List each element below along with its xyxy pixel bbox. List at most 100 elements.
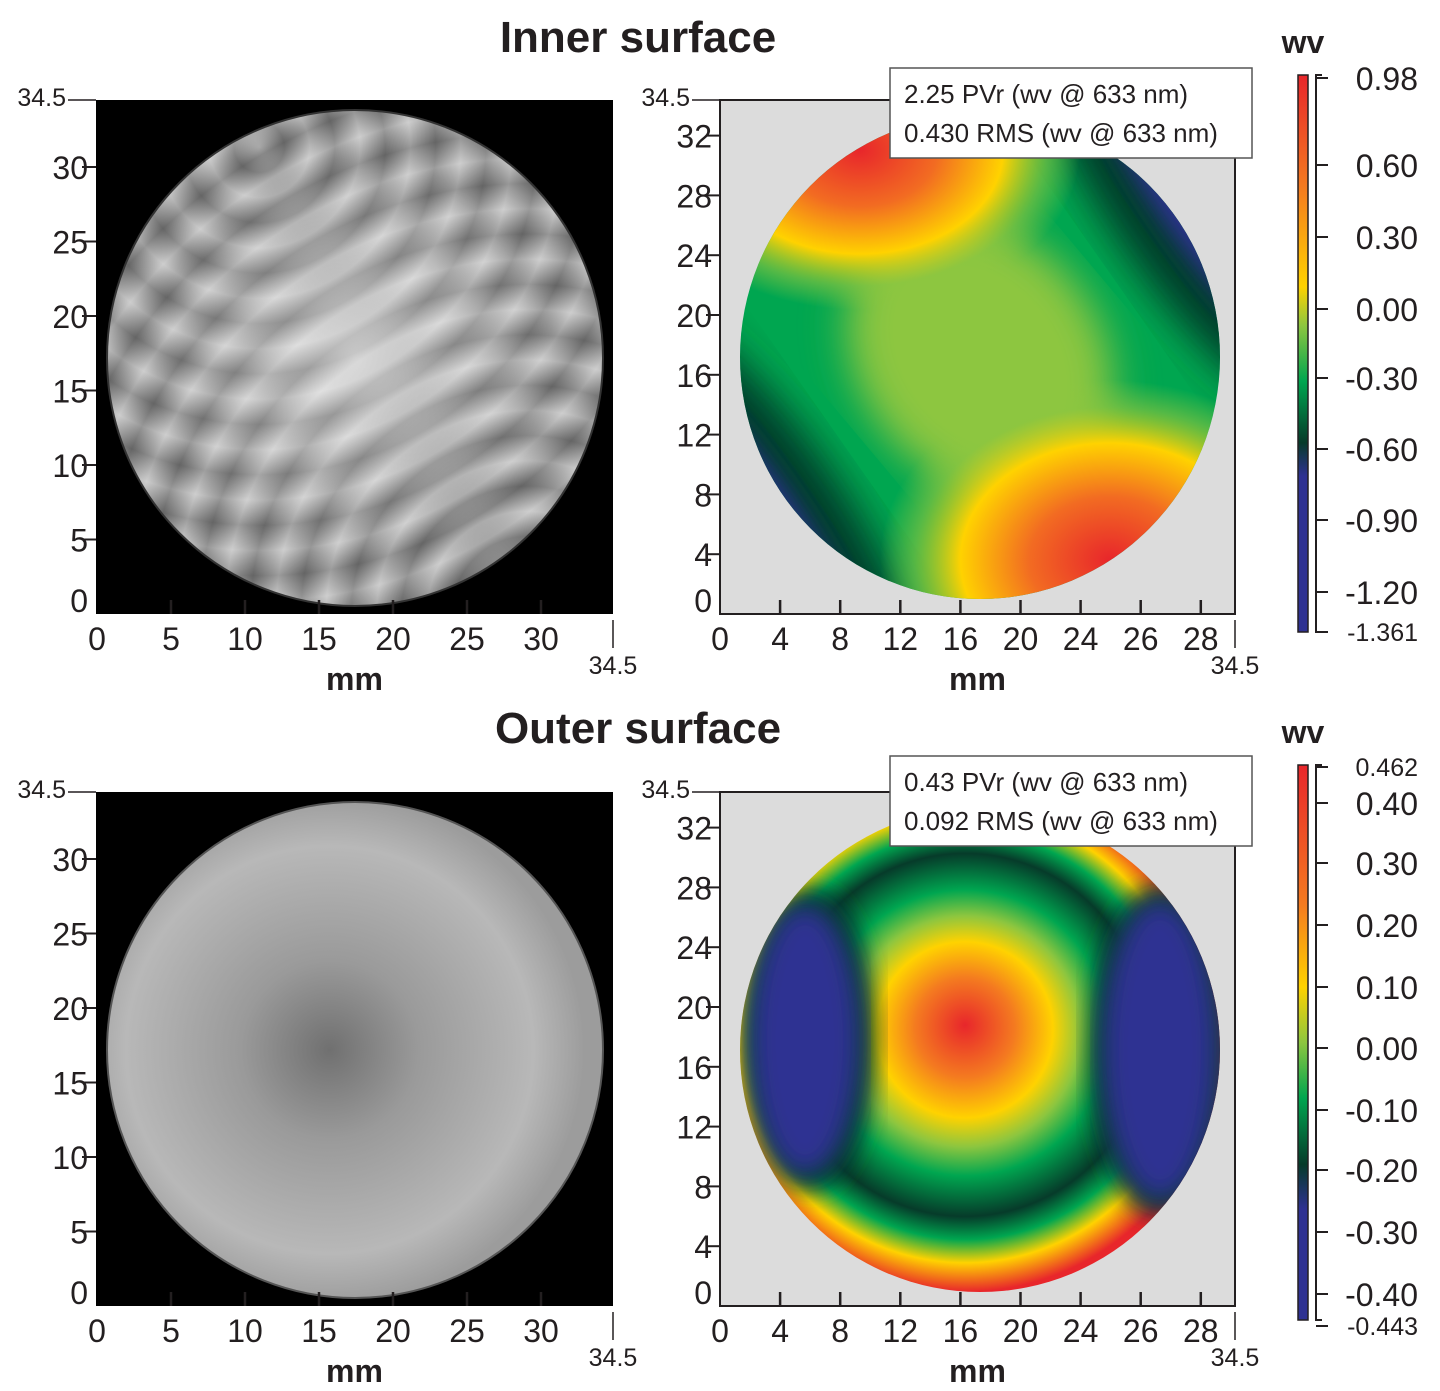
colorbar-tick-label: -1.20 (1345, 575, 1418, 611)
y-tick-label: 28 (676, 870, 712, 906)
x-tick-label: 0 (88, 621, 106, 657)
x-tick-label: 25 (449, 1313, 485, 1349)
x-tick-label: 20 (375, 621, 411, 657)
x-tick-label: 10 (227, 1313, 263, 1349)
y-tick-label: 10 (52, 448, 88, 484)
x-tick-label: 10 (227, 621, 263, 657)
colorbar-tick-label: 0.00 (1356, 1031, 1418, 1067)
colorbar-tick-label: 0.00 (1356, 292, 1418, 328)
y-end-label: 34.5 (641, 776, 690, 804)
y-tick-label: 4 (694, 537, 712, 573)
y-tick-label: 25 (52, 225, 88, 261)
y-tick-label: 0 (694, 1275, 712, 1311)
colorbar-tick-label: 0.20 (1356, 908, 1418, 944)
x-end-label: 34.5 (589, 652, 638, 680)
y-tick-label: 24 (676, 238, 712, 274)
y-tick-label: 25 (52, 917, 88, 953)
stats-box (889, 755, 1253, 847)
colorbar-tick-label: -0.30 (1345, 1215, 1418, 1251)
colorbar-tick-label: -0.90 (1345, 503, 1418, 539)
x-tick-label: 24 (1063, 621, 1099, 657)
y-end-label: 34.5 (641, 84, 690, 112)
x-axis-label: mm (326, 661, 383, 697)
pv-annotation: 0.43 PVr (wv @ 633 nm) (904, 767, 1188, 797)
x-tick-label: 20 (375, 1313, 411, 1349)
y-tick-label: 16 (676, 358, 712, 394)
x-tick-label: 28 (1183, 621, 1219, 657)
outer-surface-map (740, 808, 1220, 1292)
outer-interferogram-panel (96, 792, 613, 1306)
x-tick-label: 20 (1003, 1313, 1039, 1349)
x-axis-label: mm (326, 1353, 383, 1389)
y-tick-label: 20 (52, 299, 88, 335)
x-tick-label: 0 (88, 1313, 106, 1349)
colorbar-axis (1315, 74, 1322, 633)
colorbar-label: wv (1281, 24, 1325, 60)
rms-annotation: 0.092 RMS (wv @ 633 nm) (904, 806, 1218, 836)
y-end-label: 34.5 (17, 84, 66, 112)
y-tick-label: 16 (676, 1050, 712, 1086)
y-tick-label: 8 (694, 1169, 712, 1205)
x-tick-label: 25 (449, 621, 485, 657)
x-tick-label: 20 (1003, 621, 1039, 657)
y-tick-label: 0 (70, 583, 88, 619)
colorbar-tick-label: 0.98 (1356, 61, 1418, 97)
colorbar-tick-label: 0.40 (1356, 786, 1418, 822)
inner-interferogram-image (107, 110, 603, 606)
axes-panel-2: 0 5 10 15 20 25 30 34.5 0 5 10 15 20 25 30 34.5 mm (17, 776, 637, 1389)
colorbar-tick-label: -1.361 (1347, 619, 1418, 647)
rms-annotation: 0.430 RMS (wv @ 633 nm) (904, 118, 1218, 148)
x-tick-label: 30 (523, 1313, 559, 1349)
x-tick-label: 5 (162, 1313, 180, 1349)
outer-surface-map-panel: 0.43 PVr (wv @ 633 nm) 0.092 RMS (wv @ 6… (719, 755, 1253, 1307)
colorbar-tick-label: 0.10 (1356, 970, 1418, 1006)
y-tick-label: 5 (70, 523, 88, 559)
x-tick-label: 12 (883, 621, 919, 657)
x-tick-label: 16 (943, 621, 979, 657)
x-tick-label: 30 (523, 621, 559, 657)
x-tick-label: 0 (711, 621, 729, 657)
colorbar-tick-label: -0.30 (1345, 361, 1418, 397)
colorbar: wv 0.462 0.40 0.30 0.20 0.10 0.00 -0.10 -0.20 -0.… (1281, 714, 1418, 1341)
y-tick-label: 8 (694, 477, 712, 513)
colorbar-tick-label: 0.30 (1356, 220, 1418, 256)
y-tick-label: 24 (676, 930, 712, 966)
y-tick-label: 5 (70, 1215, 88, 1251)
y-tick-label: 20 (676, 298, 712, 334)
colorbar-tick-label: 0.30 (1356, 846, 1418, 882)
x-tick-label: 28 (1183, 1313, 1219, 1349)
colorbar-tick-label: -0.40 (1345, 1277, 1418, 1313)
y-tick-label: 15 (52, 1066, 88, 1102)
y-end-label: 34.5 (17, 776, 66, 804)
pv-annotation: 2.25 PVr (wv @ 633 nm) (904, 79, 1188, 109)
colorbar-tick-label: -0.443 (1347, 1313, 1418, 1341)
colorbar-tick-label: 0.60 (1356, 148, 1418, 184)
colorbar-tick-label: -0.10 (1345, 1093, 1418, 1129)
y-tick-label: 28 (676, 178, 712, 214)
axes-panel-0: 0 5 10 15 20 25 30 34.5 0 5 10 15 20 25 30 34.5 mm (17, 84, 637, 697)
x-tick-label: 12 (883, 1313, 919, 1349)
colorbar: wv 0.98 0.60 0.30 0.00 -0.30 -0.60 -0.90 -1.20 -1… (1281, 24, 1418, 647)
colorbar-axis (1315, 764, 1322, 1321)
y-tick-label: 0 (70, 1275, 88, 1311)
x-tick-label: 26 (1123, 621, 1159, 657)
outer-interferogram-image (107, 802, 603, 1298)
x-tick-label: 8 (831, 1313, 849, 1349)
y-tick-label: 4 (694, 1229, 712, 1265)
stats-box (889, 67, 1253, 159)
colorbar-gradient (1297, 74, 1309, 633)
y-tick-label: 32 (676, 811, 712, 847)
x-end-label: 34.5 (1211, 1344, 1260, 1372)
colorbar-tick-label: 0.462 (1355, 754, 1418, 782)
y-tick-label: 30 (52, 842, 88, 878)
y-tick-label: 20 (676, 990, 712, 1026)
y-tick-label: 12 (676, 1110, 712, 1146)
x-tick-label: 4 (771, 1313, 789, 1349)
x-tick-label: 24 (1063, 1313, 1099, 1349)
outer-surface-title: Outer surface (495, 704, 781, 753)
y-tick-label: 10 (52, 1140, 88, 1176)
inner-surface-map-panel: 2.25 PVr (wv @ 633 nm) 0.430 RMS (wv @ 6… (719, 67, 1253, 615)
x-tick-label: 16 (943, 1313, 979, 1349)
